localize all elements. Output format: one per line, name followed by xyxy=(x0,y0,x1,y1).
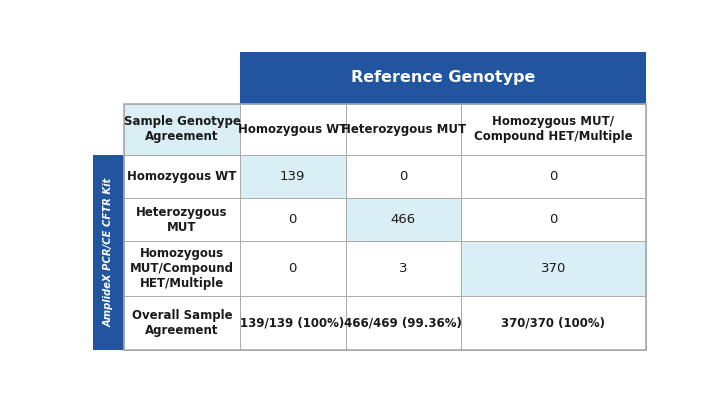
Bar xyxy=(346,296,461,350)
Bar xyxy=(346,241,461,296)
Bar xyxy=(461,104,646,155)
Text: Overall Sample
Agreement: Overall Sample Agreement xyxy=(132,309,232,337)
Bar xyxy=(239,296,346,350)
Bar xyxy=(346,155,461,198)
Bar xyxy=(239,155,346,198)
Text: AmplideX PCR/CE CFTR Kit: AmplideX PCR/CE CFTR Kit xyxy=(104,178,114,327)
Text: 139/139 (100%): 139/139 (100%) xyxy=(241,316,345,330)
Text: 0: 0 xyxy=(288,213,297,226)
Bar xyxy=(93,155,125,350)
Text: 0: 0 xyxy=(288,262,297,275)
Text: 466/469 (99.36%): 466/469 (99.36%) xyxy=(345,316,462,330)
Text: Heterozygous
MUT: Heterozygous MUT xyxy=(136,206,228,234)
Bar xyxy=(239,198,346,241)
Bar xyxy=(125,241,239,296)
Text: 370/370 (100%): 370/370 (100%) xyxy=(501,316,606,330)
Text: 466: 466 xyxy=(391,213,416,226)
Bar xyxy=(461,198,646,241)
Text: 0: 0 xyxy=(549,170,557,183)
Text: Homozygous MUT/
Compound HET/Multiple: Homozygous MUT/ Compound HET/Multiple xyxy=(474,116,633,143)
Bar xyxy=(125,104,646,350)
Bar xyxy=(239,104,346,155)
Text: Homozygous WT: Homozygous WT xyxy=(128,170,236,183)
Text: Homozygous
MUT/Compound
HET/Multiple: Homozygous MUT/Compound HET/Multiple xyxy=(130,247,234,290)
Bar xyxy=(461,241,646,296)
Text: 139: 139 xyxy=(280,170,305,183)
Bar xyxy=(125,198,239,241)
Text: 370: 370 xyxy=(541,262,566,275)
Bar xyxy=(125,296,239,350)
Text: Homozygous WT: Homozygous WT xyxy=(238,123,348,136)
Text: 3: 3 xyxy=(399,262,407,275)
Text: Reference Genotype: Reference Genotype xyxy=(350,70,535,85)
Text: Sample Genotype
Agreement: Sample Genotype Agreement xyxy=(123,116,240,143)
Text: 0: 0 xyxy=(399,170,407,183)
Bar xyxy=(461,155,646,198)
Bar xyxy=(346,104,461,155)
Bar xyxy=(239,52,646,104)
Bar xyxy=(461,296,646,350)
Text: Heterozygous MUT: Heterozygous MUT xyxy=(341,123,466,136)
Bar xyxy=(93,104,125,155)
Bar xyxy=(93,52,239,104)
Bar xyxy=(125,104,239,155)
Text: 0: 0 xyxy=(549,213,557,226)
Bar xyxy=(239,241,346,296)
Bar xyxy=(125,155,239,198)
Bar xyxy=(346,198,461,241)
